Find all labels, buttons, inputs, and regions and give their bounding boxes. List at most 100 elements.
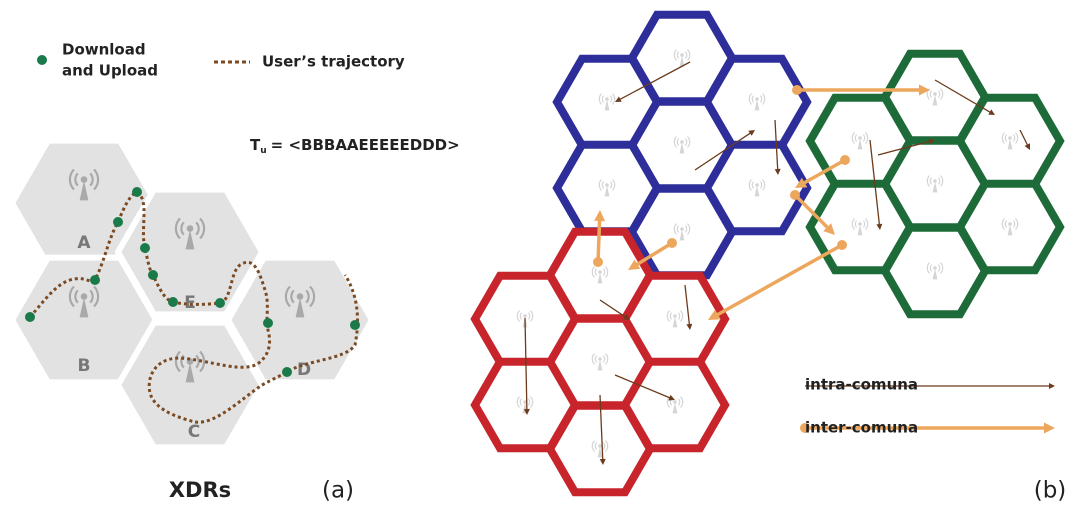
antenna [926, 88, 931, 100]
antenna [751, 181, 755, 189]
antenna [604, 99, 610, 111]
arrow-tail [790, 190, 800, 200]
antenna [864, 218, 869, 230]
legend-download: Download [62, 41, 146, 59]
arrow-shaft [869, 139, 881, 226]
antenna [594, 268, 598, 276]
antenna [598, 357, 602, 361]
antenna [864, 132, 869, 144]
antenna [199, 217, 206, 240]
cell-label: D [297, 360, 311, 380]
antenna [284, 285, 291, 308]
arrow-head [774, 168, 781, 175]
antenna [686, 136, 691, 148]
antenna [1004, 220, 1008, 228]
antenna [1001, 218, 1006, 230]
antenna [857, 224, 863, 236]
antenna [1014, 132, 1019, 144]
arrow-head [1049, 383, 1055, 389]
antenna [296, 293, 304, 300]
antenna [591, 440, 596, 452]
antenna [609, 181, 613, 189]
antenna [195, 221, 200, 236]
antenna [929, 264, 933, 272]
antenna [748, 93, 753, 105]
arrow-shaft [1019, 129, 1029, 147]
antenna [926, 262, 931, 274]
antenna [180, 354, 185, 369]
antenna [523, 400, 527, 404]
antenna [591, 266, 596, 278]
antenna [529, 310, 534, 322]
antenna [680, 53, 684, 57]
antenna [673, 136, 678, 148]
antenna [1004, 134, 1008, 142]
antenna [680, 140, 684, 144]
arrow-shaft [599, 299, 627, 319]
antenna [1007, 138, 1013, 150]
antenna [611, 179, 616, 191]
event-dot [25, 312, 35, 322]
event-dot [263, 318, 273, 328]
antenna [80, 176, 88, 183]
antenna [939, 262, 944, 274]
antenna [74, 172, 79, 187]
legend-inter: inter-comuna [805, 419, 918, 437]
arrow-head [876, 223, 883, 230]
antenna [932, 181, 938, 193]
arrow-head [708, 309, 721, 320]
arrow-head [823, 223, 835, 235]
antenna [523, 314, 527, 318]
arrow-head [988, 109, 995, 115]
antenna [602, 442, 606, 450]
arrow-tail [800, 423, 810, 433]
antenna [516, 396, 521, 408]
antenna [597, 272, 603, 284]
arrow-shaft [793, 193, 831, 231]
antenna [527, 312, 531, 320]
arrow-head [686, 323, 693, 330]
antenna [754, 185, 760, 197]
antenna [851, 218, 856, 230]
antenna [601, 181, 605, 189]
antenna [937, 264, 941, 272]
arrow-shaft [713, 243, 843, 318]
arrow-head [1024, 143, 1030, 150]
antenna [684, 138, 688, 146]
antenna [598, 270, 602, 274]
cell [114, 186, 266, 318]
antenna [673, 223, 678, 235]
antenna [598, 444, 602, 448]
antenna [676, 138, 680, 146]
antenna [939, 175, 944, 187]
arrow-head [594, 210, 606, 222]
event-dot [215, 298, 225, 308]
antenna [529, 396, 534, 408]
arrow-head [748, 130, 755, 136]
antenna [594, 442, 598, 450]
caption: XDRs [169, 478, 231, 502]
antenna [604, 353, 609, 365]
arrow-shaft [684, 284, 691, 326]
cell-label: A [77, 233, 91, 253]
event-dot [113, 217, 123, 227]
antenna [686, 49, 691, 61]
antenna [933, 266, 937, 270]
antenna [80, 293, 88, 300]
arrow-shaft [614, 374, 672, 399]
antenna [605, 97, 609, 101]
event-dot [168, 297, 178, 307]
legend-trajectory: User’s trajectory [262, 53, 405, 71]
arrow-head [668, 394, 675, 401]
antenna [932, 94, 938, 106]
sequence: Tu = <BBBAAEEEEEDDD> [250, 136, 460, 156]
antenna [673, 400, 677, 404]
legend-intra: intra-comuna [805, 376, 918, 394]
arrow-head [615, 96, 622, 102]
arrow-tail [792, 85, 802, 95]
antenna [672, 316, 678, 328]
antenna [858, 222, 862, 226]
arrow-head [599, 458, 606, 465]
antenna [761, 179, 766, 191]
